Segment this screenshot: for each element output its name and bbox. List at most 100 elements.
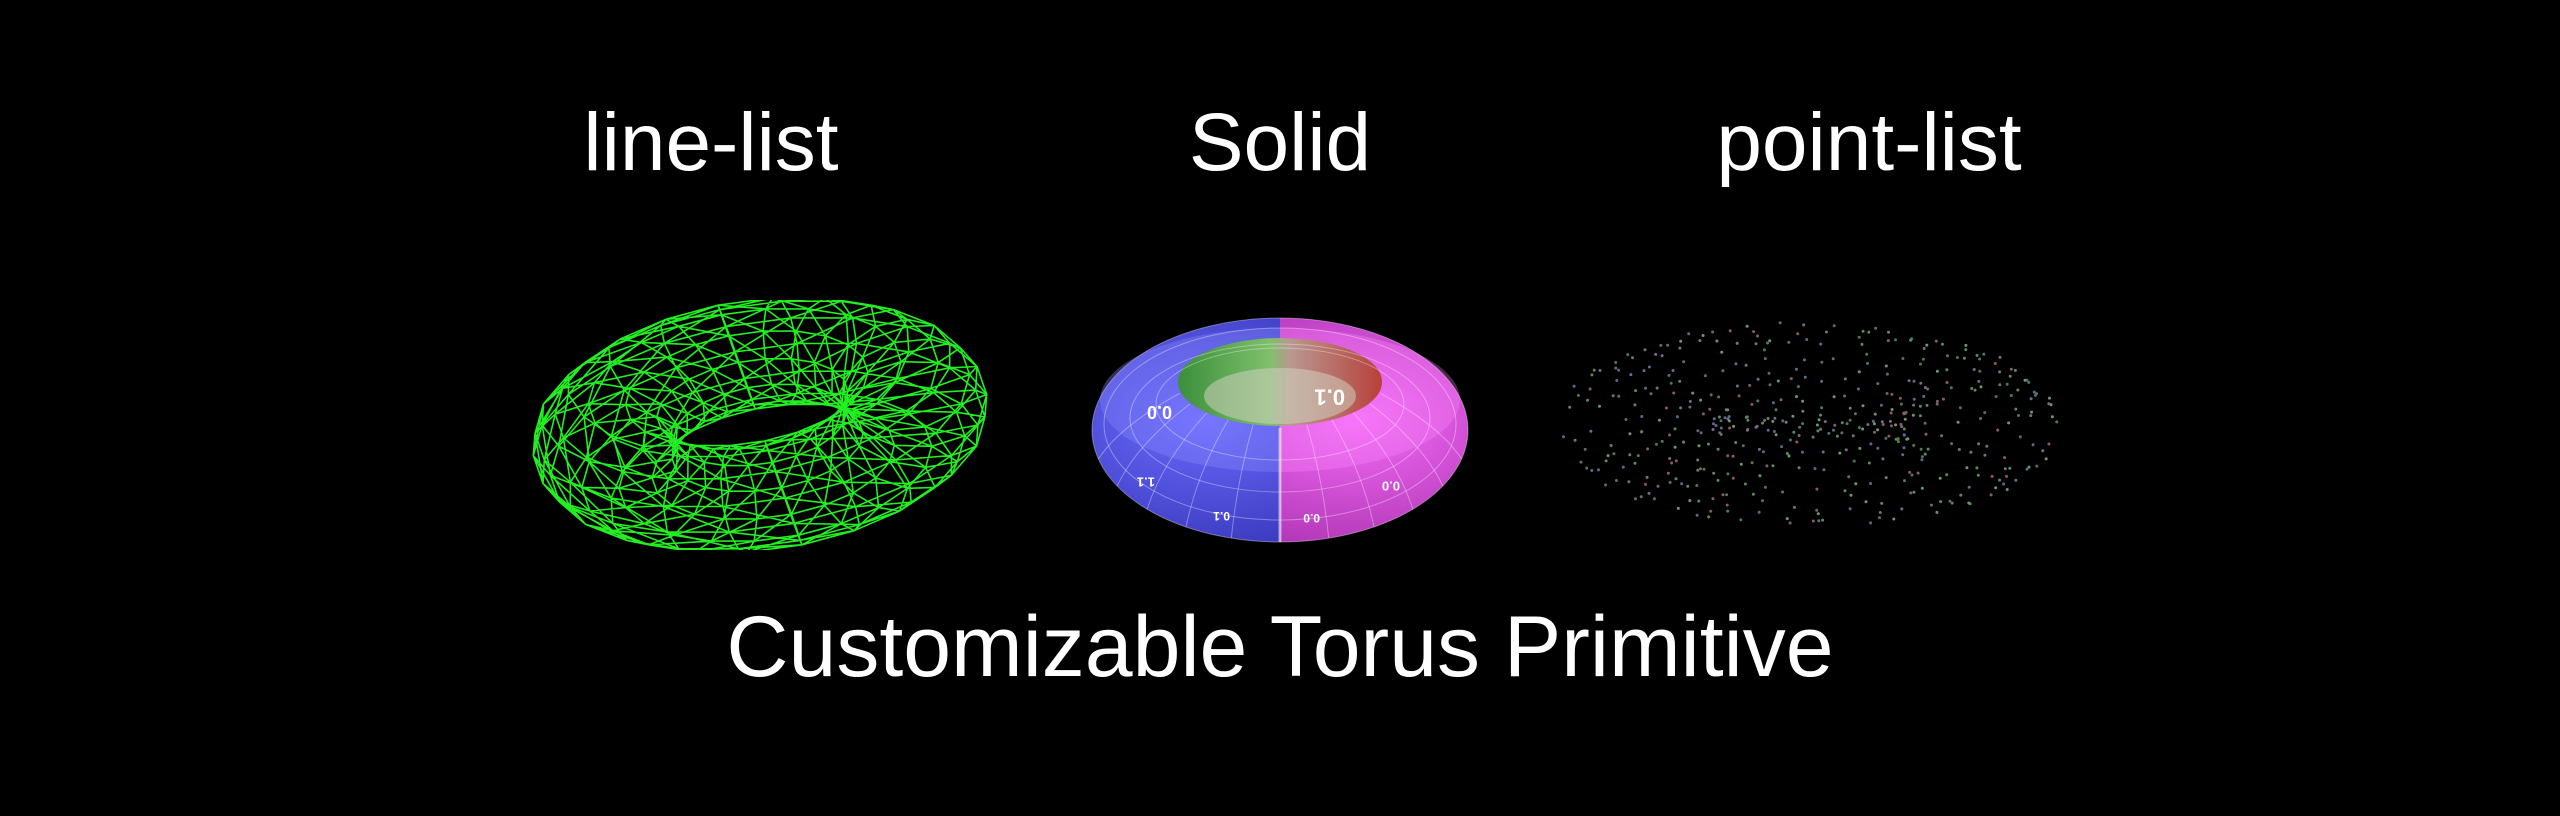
torus-point [1763, 485, 1767, 489]
torus-point [1827, 431, 1831, 435]
uv-label: 0.0 [1303, 511, 1320, 525]
torus-point [1900, 507, 1904, 511]
torus-point [1585, 466, 1589, 470]
torus-point [1703, 374, 1707, 378]
torus-point [1771, 401, 1775, 405]
torus-point [1766, 341, 1769, 345]
torus-point [1697, 499, 1701, 503]
torus-point [2002, 482, 2006, 486]
torus-point [1890, 408, 1894, 411]
torus-point [2025, 467, 2029, 471]
torus-meridian [1146, 412, 1207, 510]
torus-point [1994, 486, 1998, 490]
torus-point [2027, 465, 2031, 469]
torus-meridian [1380, 392, 1463, 460]
torus-point [1998, 370, 2002, 374]
torus-point [1845, 422, 1849, 426]
torus-point [1900, 425, 1904, 429]
torus-point [1849, 493, 1853, 497]
torus-point [2013, 368, 2017, 372]
torus-point [1716, 478, 1720, 482]
torus-point [1695, 484, 1699, 487]
torus-point [1858, 446, 1862, 450]
torus-point [1756, 334, 1759, 338]
torus-point [1816, 429, 1820, 433]
torus-point [1860, 342, 1864, 346]
torus-point [1698, 339, 1702, 343]
torus-point [1929, 503, 1933, 507]
torus-point [1923, 421, 1927, 425]
torus-point [1719, 432, 1723, 436]
torus-point [1746, 428, 1750, 431]
torus-point [1666, 471, 1670, 475]
torus-point [1964, 348, 1968, 352]
torus-point [1766, 428, 1770, 432]
torus-point [1977, 379, 1981, 383]
torus-point [1714, 424, 1718, 427]
torus-point [1969, 450, 1973, 454]
torus-point [1611, 394, 1615, 398]
solid-label: Solid [1188, 97, 1372, 188]
torus-meridian [1116, 403, 1191, 487]
torus-point [2003, 467, 2007, 471]
torus-point [1978, 357, 1982, 361]
torus-point [1941, 342, 1944, 346]
torus-point [1734, 441, 1738, 444]
torus-point [1873, 430, 1876, 434]
torus-point [1888, 419, 1892, 423]
torus-point [1791, 414, 1795, 418]
torus-point [1731, 476, 1735, 480]
torus-point [1720, 350, 1724, 354]
torus-point [1678, 346, 1682, 350]
torus-point [1887, 330, 1890, 334]
torus-point [1708, 407, 1712, 411]
torus-point [1614, 479, 1618, 482]
torus-point [1861, 427, 1865, 431]
torus-point [1723, 416, 1727, 420]
torus-point [1696, 468, 1700, 472]
torus-point [1774, 408, 1778, 412]
torus-point [1795, 395, 1798, 399]
torus-point [1820, 379, 1824, 383]
torus-point [1982, 352, 1986, 356]
torus-point [1906, 437, 1910, 441]
line-list-label: line-list [583, 97, 839, 188]
torus-point [2009, 394, 2013, 397]
torus-point [1695, 513, 1699, 517]
torus-point [1644, 482, 1647, 486]
torus-point [1659, 343, 1663, 347]
torus-point [1902, 446, 1906, 450]
torus-point [1707, 442, 1710, 446]
torus-point [1919, 447, 1923, 451]
torus-point [1934, 339, 1938, 343]
torus-point [1970, 387, 1974, 390]
torus-point [1670, 461, 1674, 465]
torus-point [1781, 490, 1784, 494]
torus-point [1996, 428, 2000, 432]
torus-point [1776, 379, 1780, 383]
torus-point [1737, 394, 1741, 398]
torus-point [1696, 458, 1700, 462]
torus-point [1902, 427, 1906, 431]
torus-point [1869, 482, 1872, 485]
torus-point [1801, 409, 1805, 413]
torus-point [1821, 450, 1825, 454]
solid-torus: 0.0 0.1 1.1 0.1 0.0 0.0 [1091, 317, 1469, 543]
torus-point [1848, 406, 1852, 410]
torus-point [1926, 387, 1930, 391]
torus-point [1583, 447, 1587, 451]
point-list-label: point-list [1716, 97, 2022, 188]
torus-point [1758, 474, 1762, 478]
uv-label: 0.0 [1147, 402, 1172, 422]
torus-point [1886, 339, 1890, 343]
torus-point [1797, 434, 1801, 437]
torus-point [1589, 429, 1593, 433]
torus-point [1678, 379, 1682, 383]
torus-point [1843, 394, 1847, 398]
torus-point [1844, 448, 1848, 452]
torus-point [1606, 454, 1610, 458]
torus-point [2049, 403, 2053, 407]
torus-point [1884, 476, 1888, 480]
torus-point [1878, 516, 1881, 520]
